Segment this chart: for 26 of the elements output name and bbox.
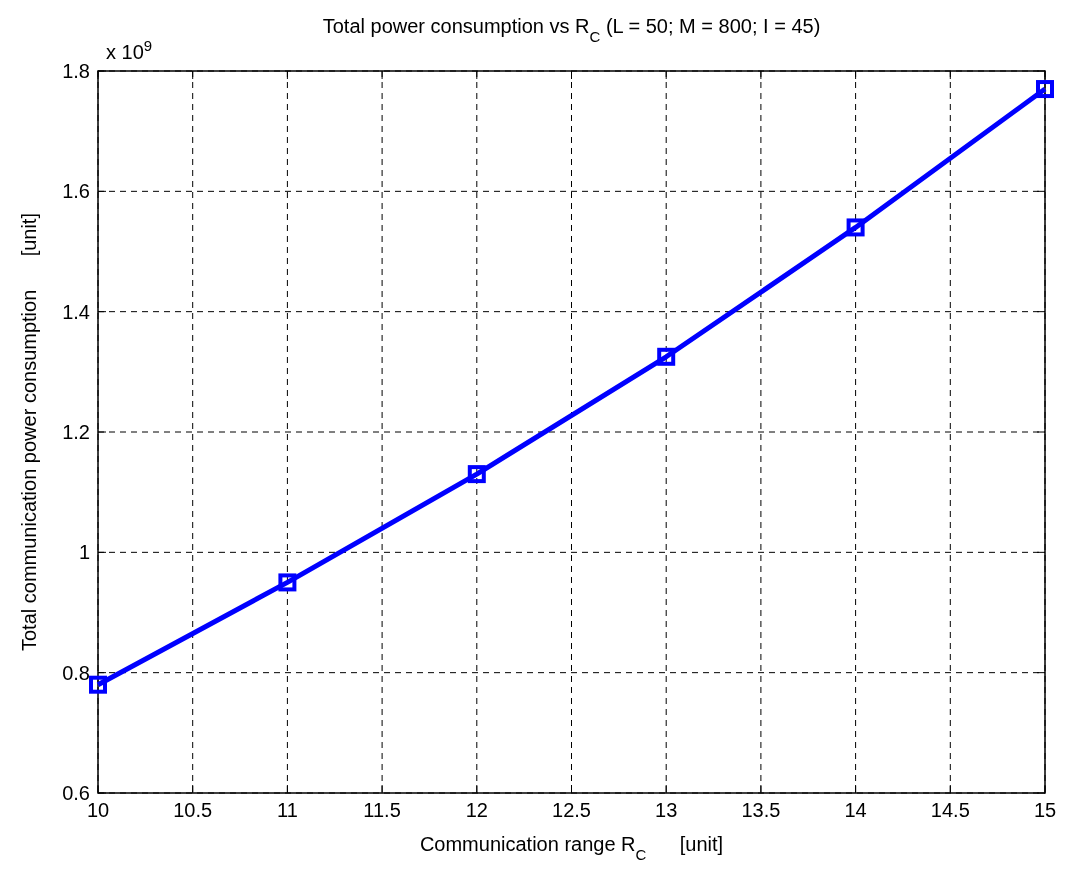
y-axis-title: Total communication power consumption [unit]: [18, 213, 40, 651]
x-tick-label: 12.5: [552, 799, 591, 821]
x-tick-label: 10.5: [173, 799, 213, 821]
point: [1036, 80, 1054, 99]
x-tick-label: 11.5: [363, 799, 401, 821]
x-tick-label: 13: [655, 799, 678, 821]
text: x 10$^{9}$: [106, 36, 153, 63]
x-tick-label: 13.5: [741, 799, 781, 821]
x-tick-label: 14.5: [930, 799, 970, 821]
point: [467, 465, 486, 484]
x-tick-label: 12: [465, 799, 488, 821]
y-tick-label: 1.6: [62, 180, 90, 203]
x-tick-label: 15: [1033, 799, 1057, 821]
y-tick-label: 1: [78, 541, 90, 564]
chart-title: Total power consumption vs R$_{C}$ (L = 50; M = 800; I = 45): [322, 15, 821, 45]
x-tick-label: 14: [844, 799, 867, 821]
y-tick-label: 1.2: [62, 421, 90, 443]
point: [278, 573, 297, 592]
y-tick-label: 1.8: [62, 60, 90, 82]
text: Communication range R$_{C}$ [unit]: [419, 833, 724, 863]
y-tick-label: 1.4: [62, 300, 90, 323]
y-tick-label: 0.8: [62, 661, 90, 684]
point: [657, 347, 676, 366]
point: [846, 218, 865, 237]
x-tick-label: 11: [277, 799, 298, 821]
point: [89, 675, 107, 694]
